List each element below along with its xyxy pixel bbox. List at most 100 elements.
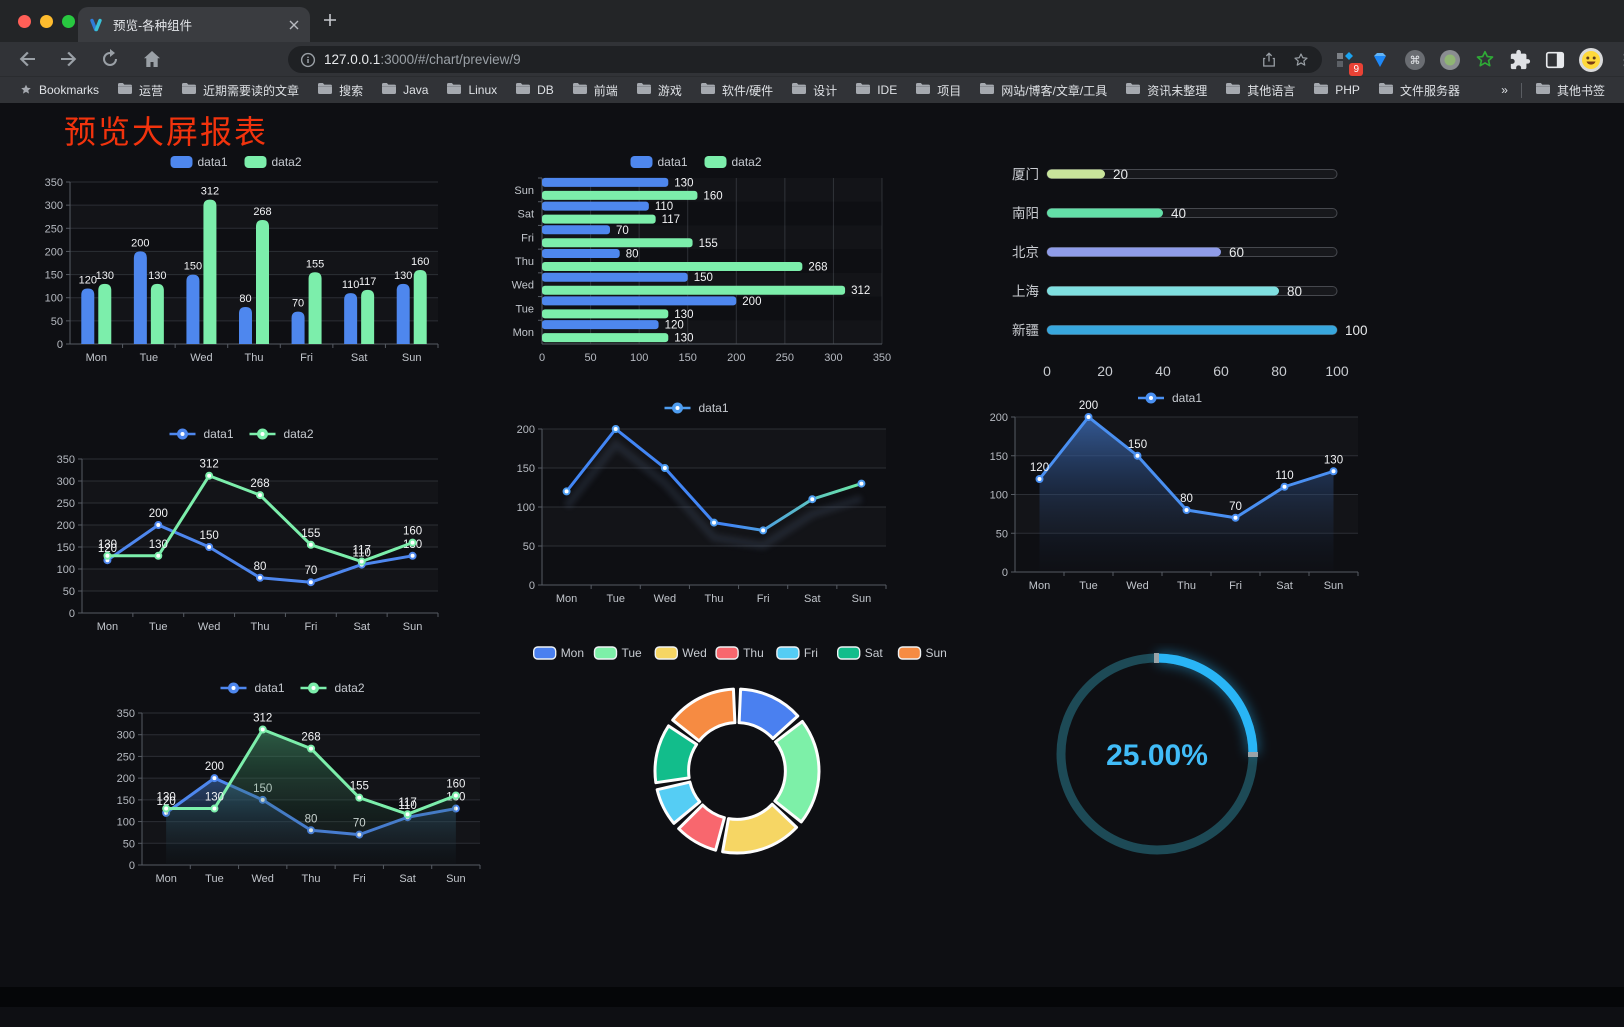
address-bar[interactable]: 127.0.0.1:3000/#/chart/preview/9 <box>288 46 1322 73</box>
bookmark-folder-12[interactable]: 网站/博客/文章/工具 <box>970 79 1116 102</box>
svg-text:80: 80 <box>239 293 251 305</box>
svg-text:Fri: Fri <box>804 646 818 660</box>
extension-star-icon[interactable] <box>1474 49 1496 71</box>
svg-text:20: 20 <box>1113 167 1128 182</box>
bookmark-folder-15[interactable]: PHP <box>1304 79 1369 101</box>
svg-text:155: 155 <box>699 238 718 250</box>
svg-text:Sun: Sun <box>926 646 947 660</box>
svg-text:300: 300 <box>45 200 63 212</box>
page-footer-strip <box>0 987 1624 1007</box>
svg-text:312: 312 <box>851 285 870 297</box>
svg-text:0: 0 <box>539 352 545 364</box>
svg-text:Fri: Fri <box>300 352 313 364</box>
extension-grid-icon[interactable]: 9 <box>1334 49 1363 76</box>
extensions-row: 9 ⌘ <box>1334 46 1624 76</box>
extensions-puzzle-icon[interactable] <box>1509 49 1531 71</box>
svg-text:110: 110 <box>342 279 360 291</box>
svg-text:312: 312 <box>201 186 219 198</box>
page-info-icon[interactable] <box>300 52 316 68</box>
extension-command-icon[interactable]: ⌘ <box>1404 49 1426 71</box>
traffic-close[interactable] <box>18 15 31 28</box>
bookmark-folder-7[interactable]: 游戏 <box>627 79 691 102</box>
bookmark-folder-10[interactable]: IDE <box>846 79 906 101</box>
svg-text:Sun: Sun <box>852 593 872 605</box>
bookmark-folder-2[interactable]: 搜索 <box>308 79 372 102</box>
folder-icon <box>855 82 871 98</box>
other-bookmarks[interactable]: 其他书签 <box>1526 79 1614 102</box>
svg-text:200: 200 <box>131 237 149 249</box>
browser-tab[interactable]: 预览-各种组件 <box>78 7 310 42</box>
svg-text:120: 120 <box>1030 462 1049 474</box>
bookmark-folder-1[interactable]: 近期需要读的文章 <box>172 79 308 102</box>
svg-text:130: 130 <box>96 270 114 282</box>
progress-bar-chart: 厦门 20 南阳 40 北京 60 上海 80 新疆 100 0 20 40 60 80 100 <box>985 155 1370 393</box>
svg-text:150: 150 <box>45 270 63 282</box>
svg-text:Sat: Sat <box>804 593 821 605</box>
svg-text:Sun: Sun <box>402 352 422 364</box>
svg-text:160: 160 <box>703 190 722 202</box>
folder-icon <box>515 82 531 98</box>
bookmark-folder-9[interactable]: 设计 <box>782 79 846 102</box>
svg-text:70: 70 <box>616 225 629 237</box>
svg-text:250: 250 <box>45 223 63 235</box>
svg-text:150: 150 <box>117 795 135 807</box>
bookmark-folder-14[interactable]: 其他语言 <box>1216 79 1304 102</box>
reload-icon[interactable] <box>98 47 122 71</box>
svg-text:117: 117 <box>359 276 377 288</box>
svg-text:110: 110 <box>353 548 371 560</box>
svg-text:120: 120 <box>79 274 97 286</box>
svg-text:南阳: 南阳 <box>1012 206 1039 221</box>
svg-text:300: 300 <box>57 476 75 488</box>
bookmark-folder-0[interactable]: 运营 <box>108 79 172 102</box>
svg-text:Mon: Mon <box>556 593 577 605</box>
extension-gem-icon[interactable] <box>1369 49 1391 71</box>
svg-text:80: 80 <box>626 249 639 261</box>
traffic-minimize[interactable] <box>40 15 53 28</box>
home-icon[interactable] <box>140 47 164 71</box>
bookmark-folder-3[interactable]: Java <box>372 79 437 101</box>
traffic-lights <box>18 15 75 28</box>
svg-text:Sat: Sat <box>351 352 368 364</box>
svg-text:200: 200 <box>117 773 135 785</box>
traffic-zoom[interactable] <box>62 15 75 28</box>
url-path: :3000/#/chart/preview/9 <box>380 52 521 67</box>
area-line-chart: data1 0 50 100 150 200 Mon Tue Wed Thu Fri Sat Sun 12… <box>973 383 1370 598</box>
svg-text:Mon: Mon <box>561 646 584 660</box>
bookmark-folder-5[interactable]: DB <box>506 79 563 101</box>
bookmarks-bar: Bookmarks 运营 近期需要读的文章 搜索 Java Linux DB 前端 游戏 软件/硬… <box>0 76 1624 103</box>
donut-chart: Mon Tue Wed Thu Fri Sat Sun <box>530 641 950 976</box>
tab-close-icon[interactable] <box>288 19 300 31</box>
bookmark-folder-13[interactable]: 资讯未整理 <box>1116 79 1216 102</box>
bookmark-folder-8[interactable]: 软件/硬件 <box>691 79 782 102</box>
back-icon[interactable] <box>16 47 40 71</box>
menu-kebab-icon[interactable] <box>1616 51 1624 69</box>
svg-text:data2: data2 <box>272 155 302 169</box>
svg-text:160: 160 <box>411 256 429 268</box>
bookmark-folder-11[interactable]: 项目 <box>906 79 970 102</box>
chart-canvas: data1 0 50 100 150 200 Mon Tue Wed Thu Fri Sat Sun <box>517 401 887 605</box>
svg-text:250: 250 <box>776 352 794 364</box>
url-text[interactable]: 127.0.0.1:3000/#/chart/preview/9 <box>324 52 1252 67</box>
bookmark-star-icon[interactable] <box>1292 51 1310 69</box>
svg-text:110: 110 <box>398 800 416 812</box>
svg-text:80: 80 <box>1180 493 1193 505</box>
bookmark-folder-16[interactable]: 文件服务器 <box>1369 79 1469 102</box>
svg-text:Wed: Wed <box>190 352 212 364</box>
svg-text:300: 300 <box>117 730 135 742</box>
share-icon[interactable] <box>1260 51 1278 69</box>
new-tab-icon[interactable] <box>322 12 338 28</box>
profile-avatar[interactable] <box>1579 47 1603 72</box>
bookmarks-root[interactable]: Bookmarks <box>10 80 108 100</box>
forward-icon[interactable] <box>56 47 80 71</box>
svg-text:120: 120 <box>157 796 176 808</box>
bookmarks-overflow-chevron[interactable]: » <box>1501 83 1508 97</box>
bookmark-folder-6[interactable]: 前端 <box>563 79 627 102</box>
sidebar-icon[interactable] <box>1544 49 1566 71</box>
extension-record-icon[interactable] <box>1439 49 1461 71</box>
svg-text:北京: 北京 <box>1012 245 1039 260</box>
svg-text:200: 200 <box>727 352 745 364</box>
svg-text:⌘: ⌘ <box>1410 55 1421 67</box>
bookmark-folder-4[interactable]: Linux <box>437 79 506 101</box>
svg-text:20: 20 <box>1097 363 1113 379</box>
svg-text:130: 130 <box>98 539 117 551</box>
